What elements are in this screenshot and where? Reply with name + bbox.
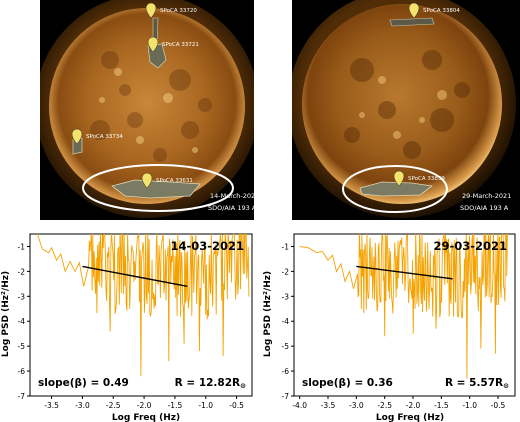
x-tick-label: -1.5: [434, 401, 449, 410]
y-tick-label: -7: [282, 392, 290, 401]
x-tick-label: -0.5: [491, 401, 506, 410]
y-axis-label: Log PSD (Hz²/Hz): [1, 271, 11, 357]
x-tick-label: -1.0: [198, 401, 213, 410]
slope-annotation: slope(β) = 0.49: [38, 377, 129, 389]
x-tick-label: -1.5: [168, 401, 183, 410]
marker-33631: SPoCA 33631: [141, 172, 193, 189]
y-tick-label: -5: [282, 342, 290, 351]
psd-chart-29-march: Log PSD (Hz²/Hz) Log Freq (Hz) -4.0 -3.5-…: [263, 233, 516, 422]
marker-label: SPoCA 33804: [423, 8, 460, 14]
y-tick-label: -6: [282, 367, 290, 376]
chart-title: 14-03-2021: [170, 239, 244, 253]
y-tick-label: -5: [18, 342, 26, 351]
sun-symbol: ⊙: [503, 382, 509, 390]
chart-title: 29-03-2021: [433, 239, 507, 253]
radius-value: R = 12.82R: [175, 377, 241, 389]
y-tick-label: -2: [18, 267, 26, 276]
marker-label: SPoCA 33721: [162, 42, 199, 48]
x-tick-label: -1.0: [462, 401, 477, 410]
date-label: 14-March-2021: [210, 192, 254, 200]
radius-annotation: R = 12.82R⊙: [175, 377, 246, 390]
axis-ticks: -4.0 -3.5 -3.0 -2.5 -2.0 -1.5 -1.0 -0.5 -7 -6 -5 -4…: [282, 242, 506, 410]
y-tick-label: -3: [282, 292, 290, 301]
y-tick-label: -4: [282, 317, 290, 326]
x-tick-label: -3.0: [75, 401, 90, 410]
sun-image-14-march: SPoCA 33720 SPoCA 33721 SPoCA 33734 SPoC…: [35, 0, 259, 220]
y-tick-label: -4: [18, 317, 26, 326]
sun-image-29-march: SPoCA 33804 SPoCA 33839 29-March-2021 SD…: [288, 0, 520, 220]
highlight-ellipse: [82, 164, 234, 212]
psd-chart-14-march: Log PSD (Hz²/Hz) Log Freq (Hz) -3.5 -3.0-…: [1, 233, 253, 422]
fit-line: [82, 265, 188, 288]
x-tick-label: -2.0: [137, 401, 152, 410]
radius-annotation: R = 5.57R⊙: [445, 377, 509, 390]
marker-label: SPoCA 33734: [86, 134, 123, 140]
instrument-label: SDO/AIA 193 A: [460, 204, 509, 212]
y-tick-label: -7: [18, 392, 26, 401]
psd-series-line: [36, 234, 250, 377]
coronal-hole-33839: [359, 181, 434, 197]
date-label: 29-March-2021: [462, 192, 511, 200]
x-tick-label: -3.5: [321, 401, 336, 410]
x-axis-label: Log Freq (Hz): [376, 413, 444, 422]
highlight-ellipse: [342, 165, 448, 213]
y-tick-label: -1: [282, 242, 290, 251]
marker-label: SPoCA 33720: [160, 8, 197, 14]
marker-33720: SPoCA 33720: [145, 2, 197, 19]
x-tick-label: -2.5: [106, 401, 121, 410]
marker-33734: SPoCA 33734: [71, 128, 123, 145]
series-group: [299, 234, 508, 379]
sun-symbol: ⊙: [240, 382, 246, 390]
x-tick-label: -4.0: [292, 401, 307, 410]
y-tick-label: -3: [18, 292, 26, 301]
x-tick-label: -2.5: [377, 401, 392, 410]
coronal-hole-33804: [389, 17, 435, 27]
marker-33804: SPoCA 33804: [408, 2, 460, 19]
marker-label: SPoCA 33839: [408, 176, 445, 182]
y-tick-label: -2: [282, 267, 290, 276]
y-axis-label: Log PSD (Hz²/Hz): [263, 271, 273, 357]
solar-disk: [302, 4, 502, 204]
radius-value: R = 5.57R: [445, 377, 503, 389]
psd-series-line: [299, 234, 508, 379]
y-tick-label: -6: [18, 367, 26, 376]
fit-line: [356, 265, 453, 280]
instrument-label: SDO/AIA 193 A: [208, 204, 254, 212]
y-tick-label: -1: [18, 242, 26, 251]
marker-33721: SPoCA 33721: [147, 36, 199, 53]
slope-annotation: slope(β) = 0.36: [302, 377, 393, 389]
x-tick-label: -0.5: [229, 401, 244, 410]
x-tick-label: -3.5: [44, 401, 59, 410]
axis-ticks: -3.5 -3.0 -2.5 -2.0 -1.5 -1.0 -0.5 -7 -6 -5 -4 -3 -2…: [18, 242, 245, 410]
solar-disk: [49, 8, 245, 204]
series-group: [36, 234, 250, 377]
coronal-hole-33631: [111, 179, 201, 199]
x-tick-label: -2.0: [406, 401, 421, 410]
x-axis-label: Log Freq (Hz): [112, 413, 180, 422]
marker-33839: SPoCA 33839: [393, 170, 445, 187]
x-tick-label: -3.0: [349, 401, 364, 410]
marker-label: SPoCA 33631: [156, 178, 193, 184]
